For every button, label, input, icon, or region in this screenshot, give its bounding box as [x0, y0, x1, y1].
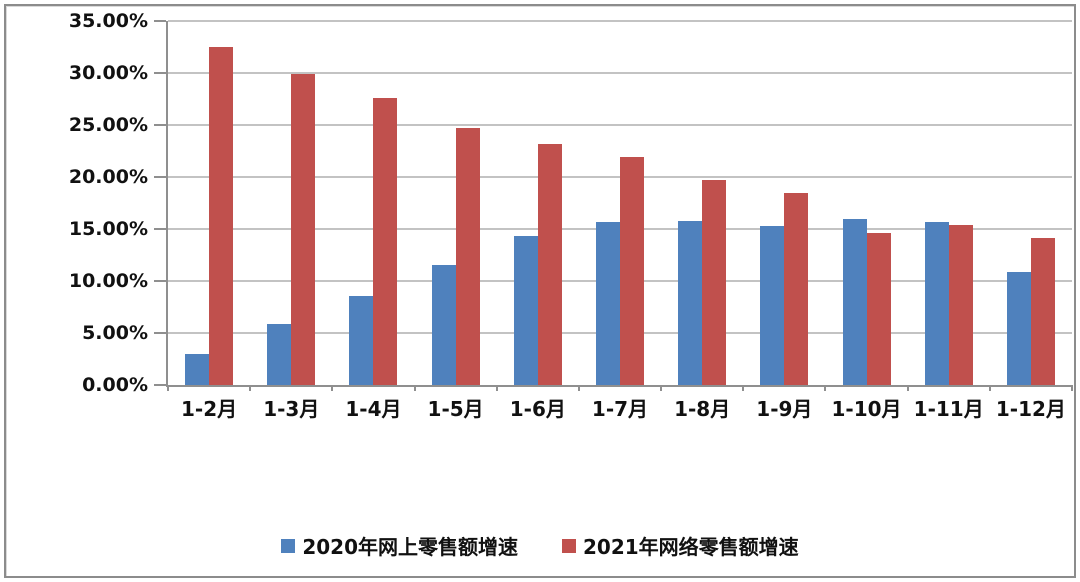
x-axis-tick: [906, 385, 909, 391]
y-axis-tick: [154, 124, 166, 126]
x-axis-tick-label: 1-8月: [674, 397, 731, 421]
x-axis-tick: [413, 385, 416, 391]
y-axis-tick: [154, 280, 166, 282]
bar-2020-1-11月: [924, 222, 949, 385]
bar-2020-1-4月: [349, 296, 374, 385]
bar-2020-1-6月: [513, 236, 538, 385]
x-axis-tick: [577, 385, 580, 391]
bar-2021-1-6月: [537, 144, 562, 385]
x-axis-tick: [331, 385, 334, 391]
y-axis-tick-label: 10.00%: [68, 270, 148, 292]
bar-2021-1-5月: [455, 128, 480, 385]
y-axis-tick-label: 15.00%: [68, 218, 148, 240]
x-axis-tick-label: 1-2月: [181, 397, 238, 421]
bar-2020-1-12月: [1006, 272, 1031, 385]
plot-area: 0.00% 5.00% 10.00% 15.00% 20.00% 25.00% 30.00%…: [69, 10, 1073, 421]
bar-2021-1-8月: [702, 180, 727, 385]
y-axis-tick: [154, 176, 166, 178]
y-axis-tick-label: 20.00%: [68, 166, 148, 188]
legend-label-2021: 2021年网络零售额增速: [583, 535, 799, 559]
bar-2021-1-4月: [373, 98, 398, 385]
bar-2021-1-12月: [1030, 238, 1055, 385]
y-axis-tick-label: 35.00%: [68, 10, 148, 32]
bar-2020-1-8月: [678, 221, 703, 385]
bar-2021-1-3月: [291, 74, 316, 385]
x-axis-tick-label: 1-3月: [263, 397, 320, 421]
y-axis-tick-label: 5.00%: [82, 322, 148, 344]
x-axis-tick-label: 1-6月: [509, 397, 566, 421]
chart-legend: 2020年网上零售额增速 2021年网络零售额增速: [0, 531, 1080, 560]
x-axis-tick-label: 1-5月: [427, 397, 484, 421]
bar-2020-1-5月: [431, 265, 456, 385]
x-axis-tick: [988, 385, 991, 391]
bar-2021-1-11月: [948, 225, 973, 385]
x-axis-tick-label: 1-4月: [345, 397, 402, 421]
x-axis-tick-label: 1-9月: [756, 397, 813, 421]
y-axis-tick: [154, 72, 166, 74]
bar-2021-1-9月: [784, 193, 809, 385]
x-axis-tick-label: 1-12月: [995, 397, 1066, 421]
x-axis-tick-label: 1-11月: [913, 397, 984, 421]
bar-2020-1-2月: [185, 354, 210, 385]
legend-label-2020: 2020年网上零售额增速: [302, 535, 518, 559]
bar-2021-1-2月: [209, 47, 234, 385]
bar-2020-1-3月: [267, 324, 292, 385]
y-axis-tick-label: 30.00%: [68, 62, 148, 84]
legend-swatch-2020: [281, 538, 296, 553]
x-axis-tick: [167, 385, 169, 391]
x-axis-tick: [824, 385, 827, 391]
bar-2021-1-7月: [620, 157, 644, 385]
y-axis-tick: [154, 384, 166, 386]
legend-item-2020: 2020年网上零售额增速: [281, 531, 518, 560]
x-axis-tick-label: 1-10月: [831, 397, 902, 421]
bar-2020-1-10月: [842, 219, 867, 385]
y-axis-tick: [154, 228, 166, 230]
bar-2021-1-10月: [866, 233, 891, 385]
legend-item-2021: 2021年网络零售额增速: [562, 531, 799, 560]
gridline: [168, 124, 1072, 126]
y-axis-tick: [154, 20, 166, 22]
y-axis-tick-label: 25.00%: [68, 114, 148, 136]
x-axis-tick: [742, 385, 745, 391]
bar-2020-1-7月: [596, 222, 620, 385]
x-axis-tick: [495, 385, 498, 391]
x-axis-tick: [660, 385, 663, 391]
bar-2020-1-9月: [760, 226, 785, 385]
y-axis-tick-label: 0.00%: [82, 374, 148, 396]
gridline: [168, 20, 1072, 22]
legend-swatch-2021: [562, 538, 576, 553]
x-axis-tick: [249, 385, 252, 391]
gridline: [168, 72, 1072, 74]
x-axis-tick-label: 1-7月: [591, 397, 649, 421]
y-axis-tick: [154, 332, 166, 334]
x-axis-tick: [1071, 385, 1073, 391]
